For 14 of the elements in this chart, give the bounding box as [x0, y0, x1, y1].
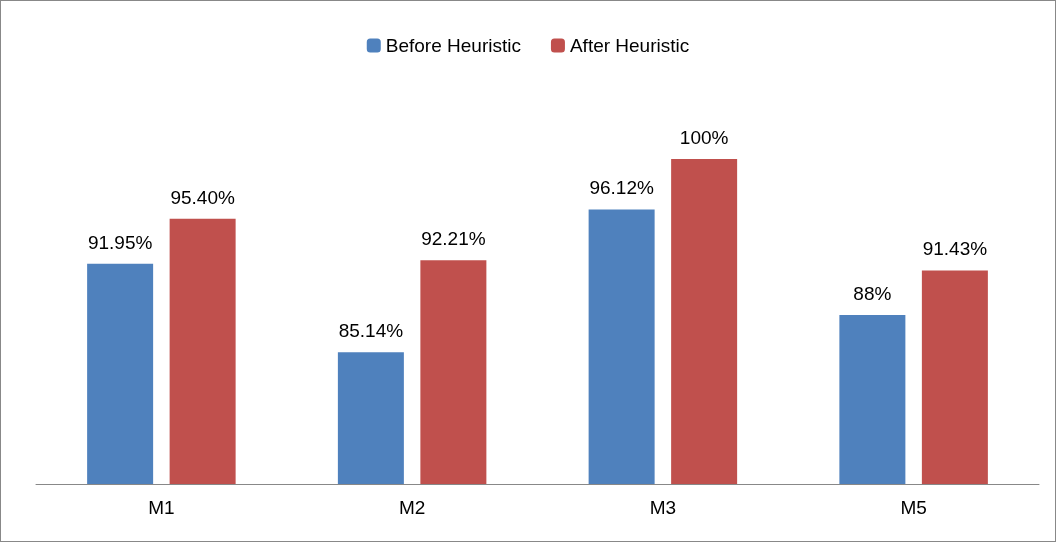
x-tick-label: M3 [649, 497, 677, 518]
legend-label: Before Heuristic [385, 35, 521, 56]
x-tick-label: M1 [148, 497, 175, 518]
data-label: 96.12% [589, 177, 654, 199]
data-label: 100% [679, 127, 729, 148]
data-label: 91.43% [922, 238, 988, 260]
data-label: 92.21% [421, 228, 486, 250]
data-label: 85.14% [338, 320, 404, 342]
legend-label: After Heuristic [569, 35, 690, 56]
data-label: 95.40% [170, 186, 235, 208]
x-tick-label: M2 [398, 497, 426, 518]
data-label: 88% [853, 283, 892, 304]
data-label: 91.95% [87, 231, 153, 253]
x-tick-label: M5 [900, 497, 927, 518]
